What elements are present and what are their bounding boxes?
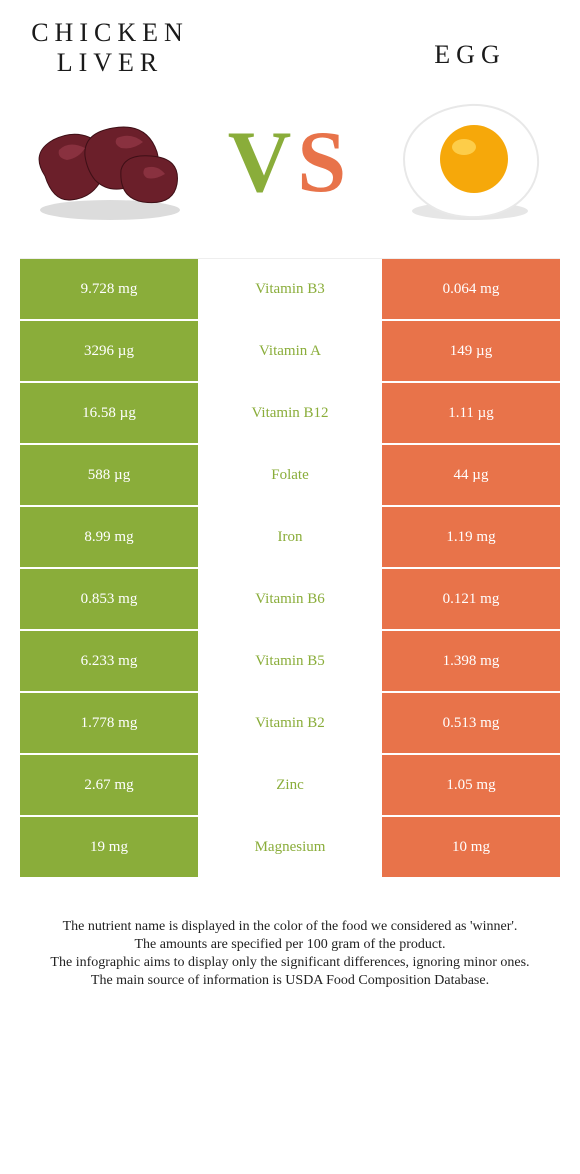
nutrient-name: Vitamin B3 [200,259,380,319]
nutrient-name: Vitamin B2 [200,693,380,753]
vs-label: VS [200,119,380,207]
right-value: 0.513 mg [380,693,560,753]
footer-line: The infographic aims to display only the… [30,955,550,971]
footer-line: The nutrient name is displayed in the co… [30,919,550,935]
fried-egg-icon [390,93,550,233]
right-value: 44 µg [380,445,560,505]
nutrient-name: Vitamin B12 [200,383,380,443]
right-value: 1.11 µg [380,383,560,443]
left-value: 0.853 mg [20,569,200,629]
nutrient-row: 588 µgFolate44 µg [20,445,560,507]
nutrient-row: 19 mgMagnesium10 mg [20,817,560,879]
left-food-title-col: CHICKENLIVER [20,18,200,78]
right-value: 149 µg [380,321,560,381]
nutrient-name: Vitamin A [200,321,380,381]
nutrient-name: Vitamin B5 [200,631,380,691]
right-value: 0.121 mg [380,569,560,629]
nutrient-row: 16.58 µgVitamin B121.11 µg [20,383,560,445]
nutrient-row: 3296 µgVitamin A149 µg [20,321,560,383]
nutrient-row: 9.728 mgVitamin B30.064 mg [20,259,560,321]
nutrient-row: 0.853 mgVitamin B60.121 mg [20,569,560,631]
nutrient-name: Magnesium [200,817,380,877]
nutrient-name: Vitamin B6 [200,569,380,629]
header-row: CHICKENLIVER EGG [20,18,560,78]
left-value: 8.99 mg [20,507,200,567]
nutrient-row: 1.778 mgVitamin B20.513 mg [20,693,560,755]
right-value: 1.398 mg [380,631,560,691]
left-food-title: CHICKENLIVER [20,18,200,78]
right-food-title: EGG [380,40,560,70]
footer-line: The amounts are specified per 100 gram o… [30,937,550,953]
right-food-title-col: EGG [380,18,560,70]
right-value: 1.05 mg [380,755,560,815]
nutrient-table: 9.728 mgVitamin B30.064 mg3296 µgVitamin… [20,258,560,879]
nutrient-row: 8.99 mgIron1.19 mg [20,507,560,569]
right-value: 1.19 mg [380,507,560,567]
nutrient-name: Zinc [200,755,380,815]
footer-line: The main source of information is USDA F… [30,973,550,989]
left-value: 6.233 mg [20,631,200,691]
nutrient-name: Iron [200,507,380,567]
left-value: 19 mg [20,817,200,877]
left-value: 2.67 mg [20,755,200,815]
right-food-image [380,88,560,238]
nutrient-row: 6.233 mgVitamin B51.398 mg [20,631,560,693]
left-value: 9.728 mg [20,259,200,319]
left-value: 16.58 µg [20,383,200,443]
footer-notes: The nutrient name is displayed in the co… [20,919,560,989]
right-value: 0.064 mg [380,259,560,319]
left-food-image [20,88,200,238]
chicken-liver-icon [25,98,195,228]
nutrient-name: Folate [200,445,380,505]
left-value: 3296 µg [20,321,200,381]
image-row: VS [20,88,560,238]
right-value: 10 mg [380,817,560,877]
left-value: 1.778 mg [20,693,200,753]
nutrient-row: 2.67 mgZinc1.05 mg [20,755,560,817]
left-value: 588 µg [20,445,200,505]
